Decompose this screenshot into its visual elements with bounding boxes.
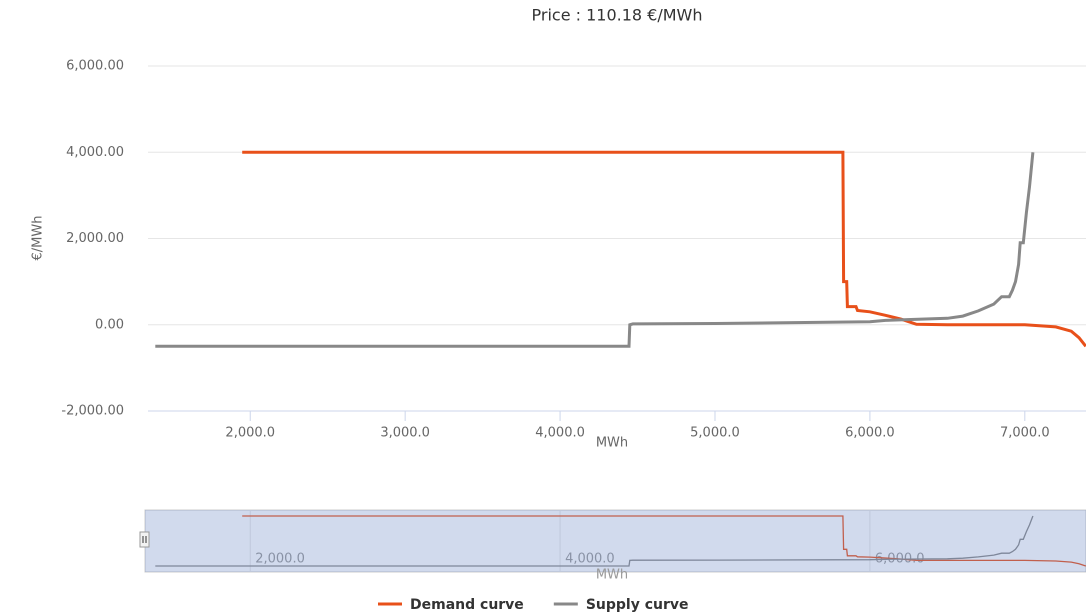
navigator-line (242, 515, 1086, 567)
navigator-mask (145, 510, 1086, 572)
legend-item: Demand curve (410, 597, 524, 613)
chart-title: Price : 110.18 €/MWh (532, 6, 703, 25)
x-tick-label: 2,000.0 (225, 426, 275, 441)
y-tick-label: 2,000.00 (66, 231, 124, 246)
series-line (242, 150, 1086, 348)
series-line (155, 152, 1035, 348)
y-tick-label: -2,000.00 (61, 404, 124, 419)
x-tick-label: 3,000.0 (380, 426, 430, 441)
y-axis-label: €/MWh (31, 216, 46, 261)
legend-item: Supply curve (586, 597, 689, 613)
navigator-tick-label: 2,000.0 (255, 552, 305, 567)
navigator-background (144, 509, 1086, 573)
navigator-tick-label: 4,000.0 (565, 552, 615, 567)
x-tick-label: 6,000.0 (845, 426, 895, 441)
navigator-handle (139, 531, 150, 548)
y-tick-label: 6,000.00 (66, 59, 124, 74)
x-tick-label: 7,000.0 (1000, 426, 1050, 441)
y-tick-label: 0.00 (95, 317, 124, 332)
y-tick-label: 4,000.00 (66, 145, 124, 160)
x-axis-label: MWh (596, 436, 628, 451)
navigator-line (155, 515, 1034, 567)
navigator-x-label: MWh (596, 568, 628, 583)
x-tick-label: 5,000.0 (690, 426, 740, 441)
x-tick-label: 4,000.0 (535, 426, 585, 441)
